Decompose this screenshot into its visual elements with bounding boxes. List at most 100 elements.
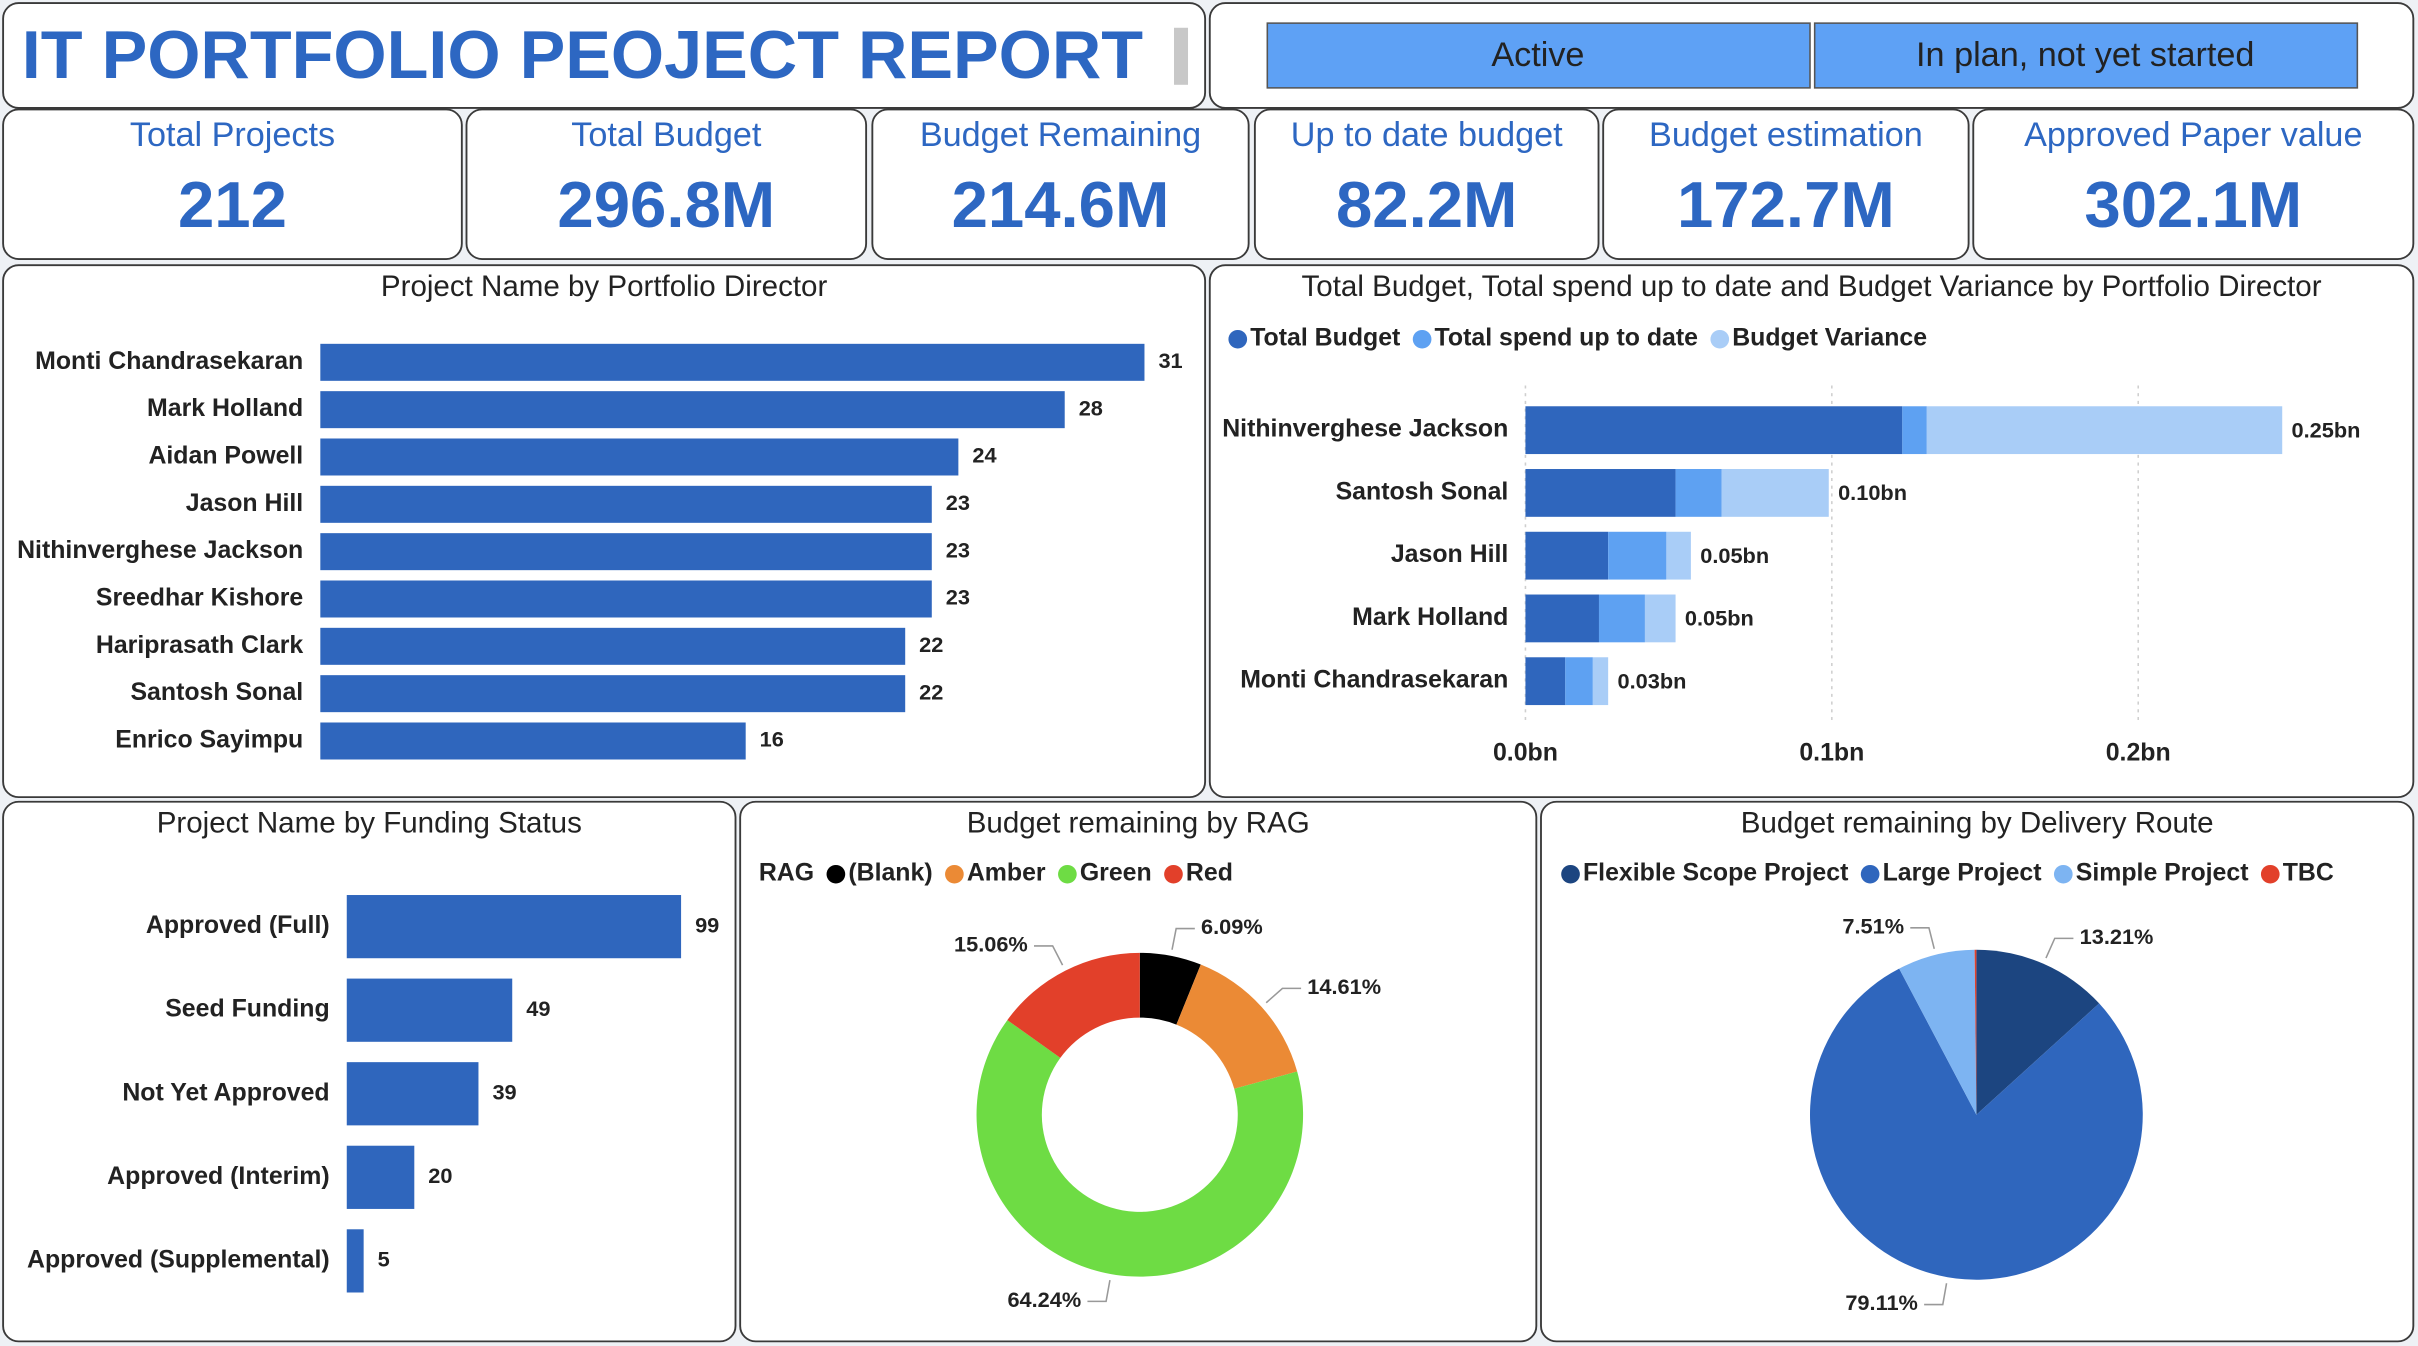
chart-title: Project Name by Portfolio Director (381, 270, 828, 303)
data-label: 14.61% (1307, 974, 1381, 999)
bar-segment (1525, 657, 1566, 706)
legend-label: Large Project (1883, 860, 2042, 887)
data-label: 13.21% (2080, 924, 2154, 949)
bar-segment (1675, 469, 1722, 517)
kpi-value: 172.7M (1677, 168, 1895, 241)
legend-label: Simple Project (2076, 860, 2249, 887)
data-label: 23 (946, 585, 970, 610)
category-label: Aidan Powell (148, 443, 303, 470)
leader-line (2045, 937, 2074, 959)
kpi-label: Up to date budget (1291, 116, 1563, 154)
data-label: 31 (1158, 348, 1182, 373)
total-label: 0.03bn (1617, 668, 1686, 693)
data-label: 15.06% (954, 932, 1028, 957)
leader-line (1924, 1283, 1948, 1306)
slice (1139, 952, 1201, 1025)
category-label: Not Yet Approved (122, 1079, 329, 1106)
legend-label: Total spend up to date (1435, 325, 1698, 352)
category-label: Nithinverghese Jackson (1222, 416, 1508, 443)
panel (465, 108, 868, 260)
total-label: 0.25bn (2292, 417, 2361, 442)
category-label: Jason Hill (186, 490, 303, 517)
bar (320, 343, 1145, 381)
category-label: Monti Chandrasekaran (1240, 667, 1508, 694)
kpi-label: Budget estimation (1649, 116, 1923, 154)
slice (1976, 949, 2100, 1115)
legend-marker (1058, 864, 1077, 884)
category-label: Approved (Interim) (107, 1163, 329, 1190)
kpi-label: Total Budget (571, 116, 762, 154)
slice (1810, 968, 2143, 1280)
slice (1974, 949, 1977, 1115)
data-label: 64.24% (1007, 1287, 1081, 1312)
panel (871, 108, 1250, 260)
slicer-button[interactable] (1266, 22, 1811, 89)
leader-line (1087, 1280, 1111, 1303)
bar-segment (1926, 406, 2283, 455)
report-title: IT PORTFOLIO PEOJECT REPORT (22, 17, 1143, 93)
bar-segment (1525, 406, 1903, 455)
slicer-label[interactable]: In plan, not yet started (1916, 36, 2254, 74)
data-label: 16 (760, 727, 784, 752)
kpi-label: Approved Paper value (2024, 116, 2362, 154)
bar-segment (1666, 531, 1691, 580)
category-label: Seed Funding (165, 996, 329, 1023)
panel (1253, 108, 1600, 260)
legend-label: Green (1080, 860, 1152, 887)
panel (1208, 264, 2415, 799)
category-label: Mark Holland (1352, 604, 1508, 631)
total-label: 0.10bn (1838, 480, 1907, 505)
bar-segment (1902, 406, 1927, 455)
data-label: 6.09% (1201, 914, 1263, 939)
panel (1602, 108, 1970, 260)
slice (976, 1020, 1304, 1277)
bar-segment (1525, 531, 1609, 580)
slice (1899, 949, 1977, 1115)
leader-line (1910, 927, 1936, 949)
slicer-label[interactable]: Active (1491, 36, 1584, 74)
kpi-label: Total Projects (130, 116, 335, 154)
legend-label: Budget Variance (1732, 325, 1927, 352)
bar (346, 1145, 415, 1209)
x-tick-label: 0.1bn (1799, 740, 1864, 767)
total-label: 0.05bn (1700, 543, 1769, 568)
bar (346, 1062, 479, 1126)
bar (346, 978, 513, 1042)
legend-marker (1860, 864, 1880, 884)
legend-marker (2053, 864, 2073, 884)
bar (346, 895, 682, 959)
data-label: 23 (946, 537, 970, 562)
legend-label: (Blank) (848, 860, 932, 887)
total-label: 0.05bn (1685, 606, 1754, 631)
bar-segment (1644, 594, 1676, 643)
data-label: 22 (919, 679, 943, 704)
slice (1007, 952, 1140, 1058)
legend-marker (1561, 864, 1580, 884)
legend-label: Red (1186, 860, 1233, 887)
category-label: Santosh Sonal (130, 679, 303, 706)
bar (320, 391, 1065, 429)
category-label: Enrico Sayimpu (115, 727, 303, 754)
data-label: 20 (428, 1163, 452, 1188)
slice (1176, 964, 1298, 1089)
slicer-button[interactable] (1813, 22, 2359, 89)
bar (320, 438, 959, 476)
x-tick-label: 0.0bn (1493, 740, 1558, 767)
kpi-value: 82.2M (1336, 168, 1517, 241)
legend-marker (2260, 864, 2280, 884)
legend-label: Flexible Scope Project (1583, 860, 1848, 887)
kpi-value: 214.6M (952, 168, 1170, 241)
bar-segment (1565, 657, 1593, 706)
legend-marker (1164, 864, 1183, 884)
bar (346, 1229, 364, 1293)
bar-segment (1592, 657, 1609, 706)
legend-label: Total Budget (1250, 325, 1400, 352)
data-label: 39 (492, 1080, 516, 1105)
legend-label: TBC (2283, 860, 2334, 887)
bar (320, 675, 906, 713)
legend-label: Amber (967, 860, 1046, 887)
data-label: 79.11% (1845, 1290, 1918, 1315)
bar-segment (1721, 469, 1829, 517)
bar (320, 722, 746, 760)
kpi-value: 212 (178, 168, 287, 241)
